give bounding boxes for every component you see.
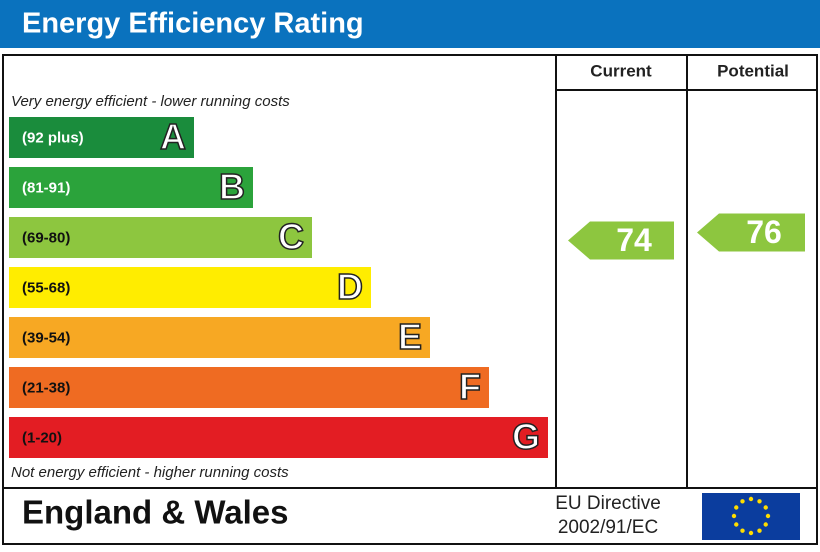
star: [734, 522, 739, 527]
band-letter: D: [337, 266, 363, 307]
star: [740, 499, 745, 504]
band-bar: [9, 367, 489, 408]
directive: EU Directive: [555, 493, 661, 514]
band-letter: A: [160, 116, 186, 157]
title: Energy Efficiency Rating: [22, 8, 364, 40]
band-letter: B: [219, 166, 245, 207]
band-bar: [9, 317, 430, 358]
band-range: (39-54): [22, 329, 70, 346]
band-range: (1-20): [22, 429, 62, 446]
header-bar: [0, 0, 820, 48]
band-range: (92 plus): [22, 129, 84, 146]
star: [757, 499, 762, 504]
star: [765, 513, 771, 519]
column-header: Potential: [717, 61, 789, 80]
region: England & Wales: [22, 494, 288, 531]
band-bar: [9, 117, 194, 158]
band-letter: G: [512, 416, 540, 457]
star: [731, 513, 737, 519]
star: [748, 496, 754, 502]
star: [748, 530, 754, 536]
band-letter: E: [398, 316, 422, 357]
rating-arrow: [568, 221, 674, 260]
band-range: (69-80): [22, 229, 70, 246]
band-range: (55-68): [22, 279, 70, 296]
band-bar: [9, 167, 253, 208]
band-bar: [9, 217, 312, 258]
rating-arrow: [697, 213, 805, 252]
band-range: (81-91): [22, 179, 70, 196]
band-range: (21-38): [22, 379, 70, 396]
top-note: Very energy efficient - lower running co…: [11, 93, 290, 110]
star: [763, 522, 768, 527]
rating-value: 76: [746, 214, 782, 250]
band-letter: F: [459, 366, 481, 407]
directive: 2002/91/EC: [558, 517, 658, 538]
star: [740, 528, 745, 533]
star: [763, 505, 768, 510]
band-bar: [9, 417, 548, 458]
bottom-note: Not energy efficient - higher running co…: [11, 464, 289, 481]
star: [734, 505, 739, 510]
band-bar: [9, 267, 371, 308]
band-letter: C: [278, 216, 304, 257]
frame: [2, 54, 818, 545]
eu-flag: [702, 493, 800, 540]
star: [757, 528, 762, 533]
column-header: Current: [590, 61, 652, 80]
rating-value: 74: [616, 222, 652, 258]
